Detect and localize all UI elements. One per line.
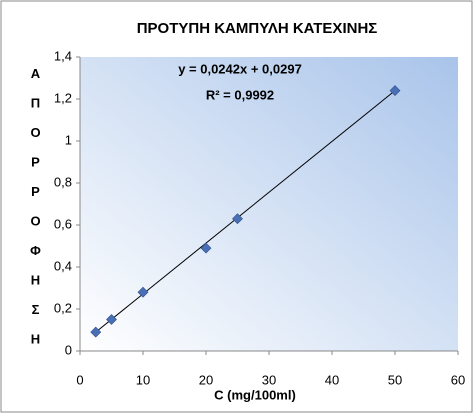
x-tick-label: 0 xyxy=(76,372,83,387)
plot-area xyxy=(80,57,458,351)
data-point xyxy=(389,85,401,97)
x-tick-label: 50 xyxy=(388,372,402,387)
data-point xyxy=(90,326,102,338)
x-tick-label: 40 xyxy=(325,372,339,387)
y-tick-label: 0,4 xyxy=(54,258,72,273)
equation: y = 0,0242x + 0,0297 xyxy=(178,61,302,76)
y-axis-label: ΑΠΟΡΡΟΦΗΣΗ xyxy=(28,66,43,361)
y-tick-label: 0,6 xyxy=(54,216,72,231)
y-tick-label: 0,8 xyxy=(54,174,72,189)
y-tick-label: 1,4 xyxy=(54,48,72,63)
x-tick-label: 20 xyxy=(199,372,213,387)
y-tick-label: 1,2 xyxy=(54,90,72,105)
x-tick-label: 60 xyxy=(451,372,465,387)
y-tick-label: 1 xyxy=(65,132,72,147)
data-point xyxy=(200,242,212,254)
y-tick-label: 0,2 xyxy=(54,300,72,315)
x-tick-label: 30 xyxy=(262,372,276,387)
data-point xyxy=(232,213,243,225)
chart-title: ΠΡΟΤΥΠΗ ΚΑΜΠΥΛΗ ΚΑΤΕΧΙΝΗΣ xyxy=(137,20,378,37)
x-axis-label: C (mg/100ml) xyxy=(214,387,296,402)
r-squared: R² = 0,9992 xyxy=(206,87,274,102)
data-point xyxy=(106,314,117,325)
y-tick-label: 0 xyxy=(65,342,72,357)
x-tick-label: 10 xyxy=(136,372,150,387)
data-point xyxy=(137,286,149,298)
